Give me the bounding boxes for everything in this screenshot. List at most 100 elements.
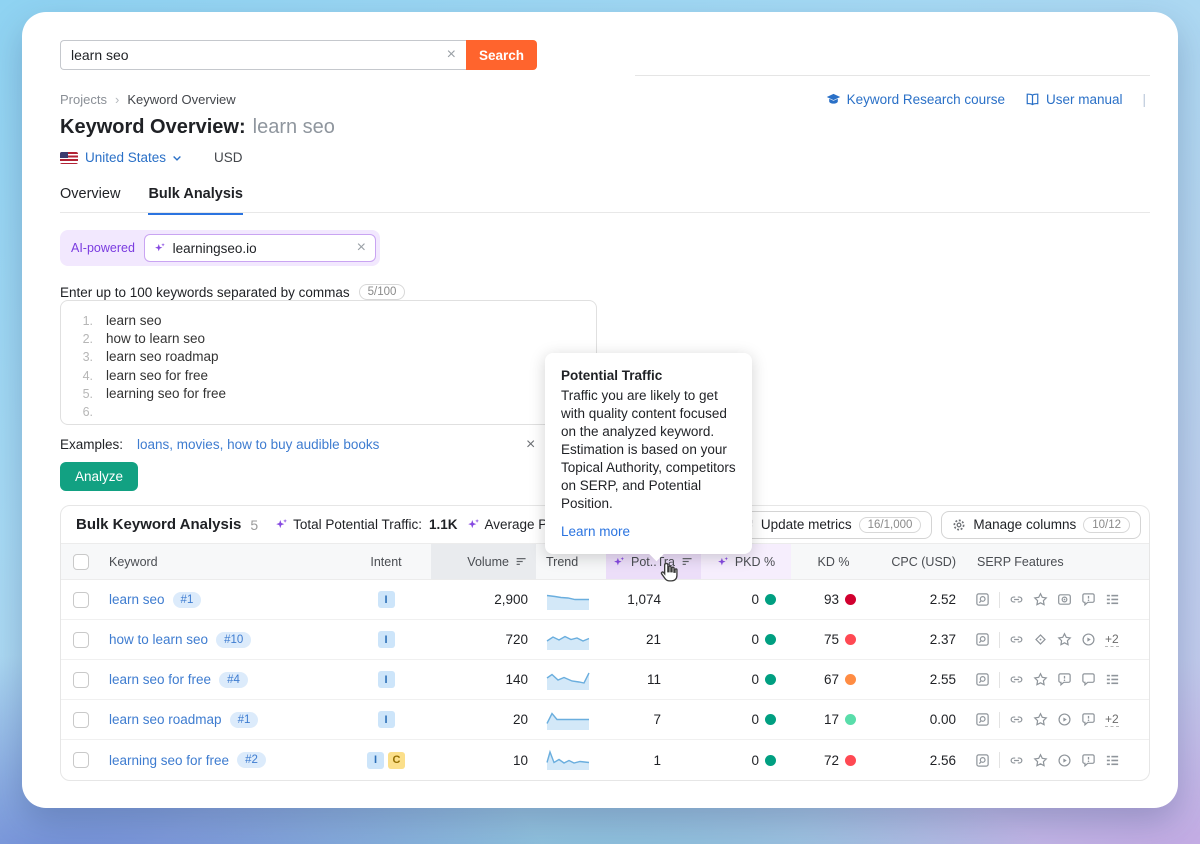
intent-badge-commercial: C — [388, 751, 405, 769]
domain-input[interactable] — [172, 240, 350, 256]
sparkles-icon — [275, 518, 288, 531]
row-checkbox[interactable] — [73, 631, 89, 648]
kd-dot — [845, 714, 856, 725]
examples-dismiss-icon[interactable]: × — [526, 435, 536, 453]
keyword-line: 2. how to learn seo — [82, 331, 206, 347]
column-header-keyword[interactable]: Keyword — [109, 554, 158, 569]
serp-preview-icon[interactable] — [975, 592, 990, 607]
pkd-dot — [765, 594, 776, 605]
sparkles-icon — [467, 518, 480, 531]
featured-snippet-icon — [1033, 632, 1048, 647]
trend-sparkline — [546, 749, 590, 770]
search-clear-icon[interactable]: × — [446, 46, 456, 63]
potential-traffic-tooltip: Potential Traffic Traffic you are likely… — [545, 353, 752, 554]
keyword-research-course-link[interactable]: Keyword Research course — [826, 92, 1005, 107]
intent-badge-informational: I — [377, 671, 395, 688]
examples-label: Examples: — [60, 437, 124, 452]
pkd-dot — [765, 674, 776, 685]
tab-overview[interactable]: Overview — [60, 186, 121, 202]
table-row: learn seo roadmap #1 I 20 7 0 17 0.00 +2 — [61, 700, 1149, 740]
sitelinks-icon — [1105, 592, 1120, 607]
potential-traffic-value: 1,074 — [627, 592, 661, 607]
table-row: how to learn seo #10 I 720 21 0 75 2.37 +… — [61, 620, 1149, 660]
cpc-value: 2.55 — [929, 672, 956, 687]
manage-columns-button[interactable]: Manage columns 10/12 — [941, 510, 1141, 539]
trend-sparkline — [546, 711, 589, 730]
pkd-dot — [765, 634, 776, 645]
column-header-trend[interactable]: Trend — [546, 554, 579, 569]
star-icon — [1033, 712, 1048, 727]
tooltip-body: Traffic you are likely to get with quali… — [561, 387, 736, 511]
currency-label: USD — [214, 150, 243, 165]
cpc-value: 2.56 — [929, 752, 956, 768]
update-metrics-button[interactable]: Update metrics 16/1,000 — [728, 510, 933, 539]
trend-sparkline — [546, 635, 590, 650]
serp-preview-icon[interactable] — [975, 712, 990, 727]
keyword-link[interactable]: how to learn seo — [109, 632, 209, 647]
search-input[interactable] — [71, 47, 447, 63]
volume-value: 10 — [512, 752, 528, 768]
video-icon — [1057, 592, 1072, 607]
position-badge: #4 — [219, 671, 248, 688]
row-checkbox[interactable] — [73, 671, 89, 688]
keyword-link[interactable]: learn seo — [109, 592, 165, 607]
column-header-intent[interactable]: Intent — [370, 554, 402, 569]
more-serp-features[interactable]: +2 — [1105, 631, 1119, 647]
column-header-volume[interactable]: Volume — [431, 544, 536, 579]
page-title: Keyword Overview: learn seo — [60, 116, 335, 139]
serp-preview-icon[interactable] — [975, 753, 990, 768]
video-play-icon — [1057, 753, 1072, 768]
keyword-link[interactable]: learn seo for free — [109, 672, 212, 687]
update-metrics-quota: 16/1,000 — [858, 516, 922, 533]
search-box: × — [60, 40, 466, 70]
ai-powered-domain-input: AI-powered × — [60, 230, 380, 266]
search-button[interactable]: Search — [466, 40, 538, 70]
intent-badge-informational: I — [377, 711, 395, 728]
row-checkbox[interactable] — [73, 752, 89, 768]
kd-dot — [845, 594, 856, 605]
potential-traffic-value: 11 — [646, 672, 661, 687]
serp-preview-icon[interactable] — [975, 672, 990, 687]
column-header-kd[interactable]: KD % — [817, 554, 850, 569]
keyword-line: 1. learn seo — [82, 313, 162, 328]
link-icon — [1009, 592, 1024, 607]
domain-input-box: × — [143, 234, 376, 262]
sitelinks-icon — [1105, 672, 1120, 687]
tab-bulk-analysis[interactable]: Bulk Analysis — [148, 186, 243, 215]
volume-value: 720 — [505, 632, 528, 647]
table-row-count: 5 — [250, 516, 259, 533]
faq-icon — [1081, 753, 1096, 768]
volume-value: 20 — [512, 712, 528, 727]
sitelinks-icon — [1105, 753, 1120, 768]
intent-badge-informational: I — [367, 751, 384, 769]
breadcrumb-projects[interactable]: Projects — [60, 92, 107, 107]
breadcrumb-chevron-icon: › — [114, 92, 120, 107]
graduation-cap-icon — [826, 92, 841, 107]
domain-clear-icon[interactable]: × — [356, 239, 366, 256]
position-badge: #10 — [216, 631, 252, 648]
analyze-button[interactable]: Analyze — [60, 462, 139, 491]
examples-links[interactable]: loans, movies, how to buy audible books — [137, 437, 380, 452]
keyword-link[interactable]: learn seo roadmap — [109, 712, 222, 727]
row-checkbox[interactable] — [73, 591, 89, 608]
sort-icon — [681, 555, 694, 568]
total-potential-traffic-metric: Total Potential Traffic: 1.1K — [275, 517, 458, 532]
more-serp-features[interactable]: +2 — [1105, 711, 1119, 727]
chevron-down-icon — [171, 152, 183, 164]
column-header-cpc[interactable]: CPC (USD) — [891, 554, 956, 569]
position-badge: #1 — [172, 591, 202, 608]
select-all-checkbox[interactable] — [73, 553, 89, 570]
us-flag-icon — [60, 151, 78, 164]
country-selector[interactable]: United States — [85, 150, 183, 165]
link-icon — [1009, 753, 1024, 768]
star-icon — [1033, 592, 1048, 607]
user-manual-link[interactable]: User manual — [1025, 92, 1122, 107]
global-search: × Search — [60, 40, 538, 70]
book-icon — [1025, 92, 1040, 107]
keywords-textarea[interactable]: 1. learn seo 2. how to learn seo 3. learn s… — [60, 300, 597, 425]
keyword-link[interactable]: learning seo for free — [109, 752, 230, 768]
page-title-label: Keyword Overview: — [60, 116, 246, 138]
serp-preview-icon[interactable] — [975, 632, 990, 647]
row-checkbox[interactable] — [73, 711, 89, 728]
tooltip-learn-more-link[interactable]: Learn more — [561, 523, 631, 539]
